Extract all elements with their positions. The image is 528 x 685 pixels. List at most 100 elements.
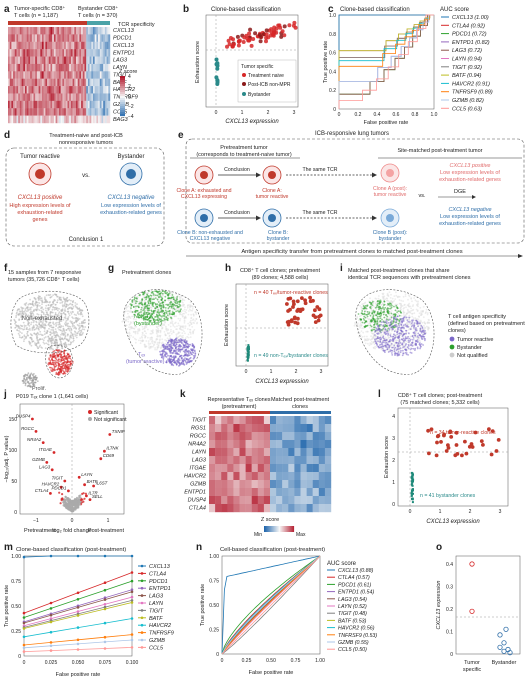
umap-g-point-bg <box>135 316 138 319</box>
umap-g-point-bystander <box>153 301 156 304</box>
umap-f-point-nonexh <box>33 329 36 331</box>
umap-i-point-bg <box>397 296 399 299</box>
umap-i-point-bystander <box>364 306 367 309</box>
umap-i-point-bg <box>404 303 406 306</box>
heatmap-a-cell <box>79 115 82 124</box>
heatmap-a-cell <box>108 93 111 102</box>
umap-f-point-nonexh <box>62 329 65 332</box>
umap-i-point-bg <box>402 295 405 298</box>
umap-f-point-nonexh <box>44 297 46 300</box>
heatmap-a-cell <box>31 27 34 35</box>
heatmap-a-cell <box>18 41 21 50</box>
umap-g-point-tex <box>173 355 175 357</box>
heatmap-a-cell <box>91 41 94 50</box>
heatmap-a-cell <box>103 78 106 87</box>
plot-b-point <box>228 36 233 40</box>
heatmap-a-cell <box>87 78 90 87</box>
umap-f-point-nonexh <box>54 331 57 333</box>
umap-i-point-bg <box>417 300 419 303</box>
heatmap-a-cell <box>108 27 111 35</box>
umap-f-point-prolif <box>23 376 26 379</box>
gene-label-a: LAYN <box>113 65 127 71</box>
umap-g-point-tex <box>167 347 170 350</box>
umap-g-point-bg <box>192 313 195 316</box>
heatmap-a-cell <box>67 108 70 116</box>
heatmap-a-cell <box>16 27 19 35</box>
heatmap-a-cell <box>42 93 44 102</box>
umap-f-point-nonexh <box>26 310 28 313</box>
umap-f-point-nonexh <box>68 312 70 315</box>
umap-i-point-bystander <box>399 310 402 313</box>
umap-f-point-nonexh <box>69 320 72 323</box>
heatmap-a-cell <box>69 34 72 42</box>
umap-f-point-nonexh <box>36 345 39 348</box>
plot-h-bys-point <box>246 352 249 355</box>
umap-g-point-bystander <box>162 314 165 317</box>
plot-h-nbys: n = 49 non-Tₑₓ/bystander clones <box>254 353 328 359</box>
umap-f-point-nonexh <box>65 345 68 348</box>
umap-g-point-bg <box>143 300 146 302</box>
umap-g-point-bg <box>148 347 151 350</box>
umap-g-point-tex <box>186 360 189 362</box>
heatmap-a-cell <box>70 63 73 72</box>
heatmap-a-cell <box>84 34 87 42</box>
umap-f-point-nonexh <box>64 321 67 324</box>
heatmap-a-cell <box>67 115 70 124</box>
heatmap-a-cell <box>36 27 39 35</box>
umap-f <box>13 293 87 388</box>
arrow-a1-head <box>256 172 261 178</box>
umap-f-point-nonexh <box>57 327 59 329</box>
heatmap-a-cell <box>9 56 12 65</box>
umap-f-point-nonexh <box>77 313 80 316</box>
umap-f-point-nonexh <box>73 325 75 327</box>
umap-f-point-nonexh <box>63 304 66 306</box>
cloneA-pre-nucleus <box>200 171 208 179</box>
umap-f-point-nonexh <box>36 305 39 307</box>
umap-g-point-bystander <box>156 319 159 322</box>
umap-i-point-bg <box>375 298 378 300</box>
umap-g-point-bg <box>127 318 130 320</box>
umap-g-point-tex <box>184 339 187 341</box>
heatmap-a-cell <box>70 108 73 116</box>
heatmap-a-cell <box>101 27 104 35</box>
roc-c-pdcd1 <box>338 14 434 109</box>
umap-g-point-bg <box>179 325 182 328</box>
umap-g-point-tex <box>178 365 180 367</box>
umap-f-point-nonexh <box>67 343 70 346</box>
heatmap-a-cell <box>70 100 73 109</box>
heatmap-a-cell <box>42 108 44 116</box>
umap-g-point-bystander <box>148 299 151 301</box>
umap-f-point-nonexh <box>38 345 41 348</box>
umap-g-point-bg <box>164 339 167 341</box>
umap-f-point-nonexh <box>64 324 67 326</box>
heatmap-a-cell <box>14 63 17 72</box>
umap-f-point-nonexh <box>23 324 26 327</box>
umap-f-point-nonexh <box>66 323 68 326</box>
heatmap-a-cell <box>94 27 97 35</box>
umap-i-point-bg <box>414 299 417 302</box>
heatmap-a-cell <box>86 78 89 87</box>
umap-f-point-nonexh <box>45 342 48 345</box>
umap-f-point-nonexh <box>41 347 43 349</box>
umap-i-point-tumor <box>416 335 419 338</box>
umap-g-point-tex <box>183 346 186 349</box>
heatmap-a-cell <box>33 78 36 87</box>
umap-f-point-nonexh <box>52 332 54 334</box>
umap-g-point-bg <box>159 331 162 334</box>
umap-i-point-bystander <box>379 315 382 317</box>
umap-g-point-bg <box>158 334 161 337</box>
heatmap-a-cell <box>23 71 26 79</box>
heatmap-a-cell <box>47 100 49 109</box>
umap-f-point-tex <box>60 355 62 357</box>
umap-f-point-tex <box>69 367 71 370</box>
plot-h-react-point <box>292 315 297 320</box>
umap-f-point-nonexh <box>74 304 77 307</box>
heatmap-a-cell <box>99 27 102 35</box>
umap-f-point-tex <box>52 363 55 366</box>
heatmap-a-cell <box>65 71 68 79</box>
panel-f: f 15 samples from 7 responsive tumors (3… <box>4 263 90 392</box>
heatmap-a-cell <box>13 34 15 42</box>
umap-f-point-nonexh <box>61 312 63 315</box>
umap-f-point-nonexh <box>43 342 46 345</box>
umap-g-point-bg <box>139 339 142 342</box>
